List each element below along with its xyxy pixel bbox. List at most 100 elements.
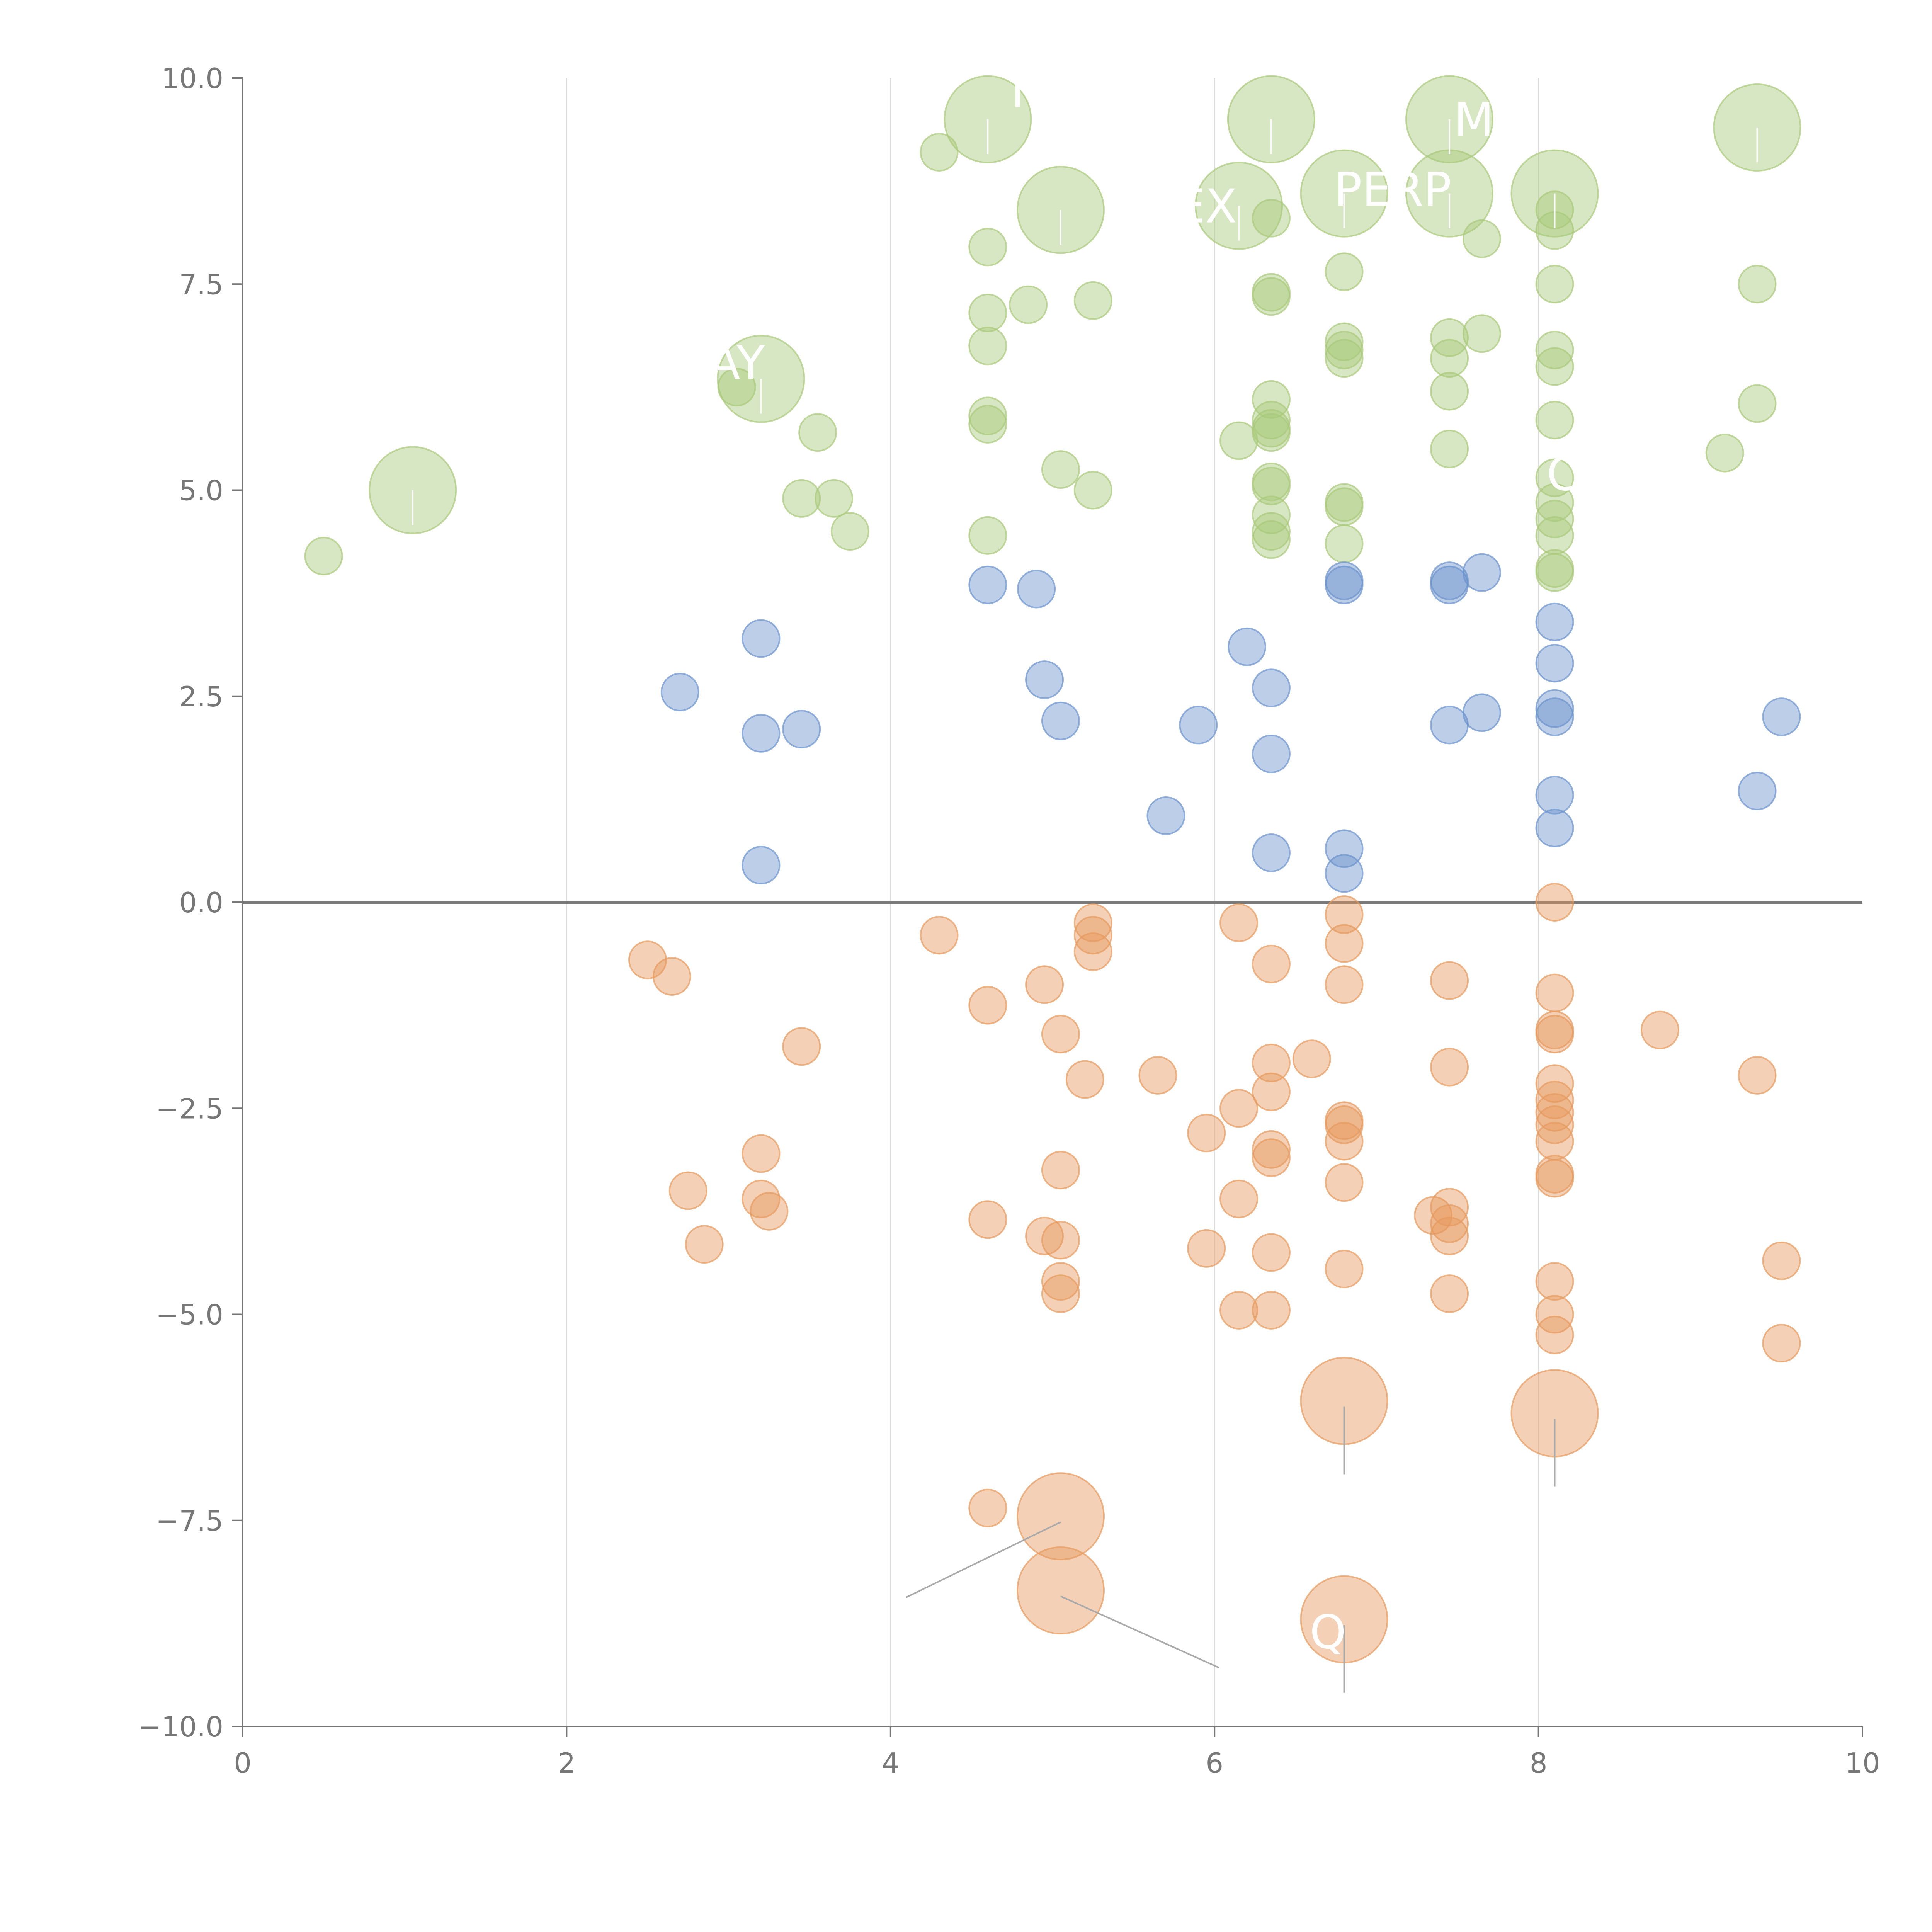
y-tick-label: 7.5 xyxy=(179,268,223,301)
data-point-high xyxy=(1325,322,1364,361)
data-point-high xyxy=(1535,516,1574,555)
x-tick-label: 8 xyxy=(1530,1747,1548,1779)
data-point-low xyxy=(1041,1274,1080,1313)
data-point-low xyxy=(1219,1089,1259,1128)
data-point-low xyxy=(1016,1472,1105,1561)
y-tick-label: −7.5 xyxy=(156,1505,223,1537)
data-point-mid xyxy=(1462,693,1501,732)
data-point-high xyxy=(1252,277,1291,316)
data-point-high xyxy=(1009,285,1048,324)
annotation-label: C xyxy=(1547,448,1579,502)
data-point-low xyxy=(1430,1188,1469,1227)
data-point-high xyxy=(1252,380,1291,419)
data-point-high xyxy=(831,512,869,551)
data-point-mid xyxy=(742,714,781,753)
data-point-low xyxy=(1430,1048,1469,1087)
data-point-high xyxy=(1252,401,1291,440)
data-point-high xyxy=(1041,450,1080,489)
data-point-low xyxy=(1073,903,1112,942)
y-tick-label: −2.5 xyxy=(156,1092,223,1125)
y-tick-label: 5.0 xyxy=(179,474,223,507)
data-point-low xyxy=(1292,1039,1331,1078)
data-point-low xyxy=(968,986,1007,1025)
data-point-high xyxy=(815,479,854,518)
data-point-high xyxy=(1073,471,1112,510)
x-tick-label: 4 xyxy=(882,1747,900,1779)
points-layer xyxy=(304,75,1801,1663)
data-point-low xyxy=(1535,1262,1574,1301)
data-point-low xyxy=(968,1488,1007,1527)
data-point-mid xyxy=(1252,833,1291,872)
data-point-high xyxy=(798,413,837,452)
data-point-high xyxy=(1325,252,1364,291)
data-point-low xyxy=(1138,1056,1177,1095)
data-point-mid xyxy=(1535,689,1574,728)
data-point-mid xyxy=(782,710,821,749)
axes-layer: 0 2 4 6 8 10 10.0 7.5 5.0 2.5 0.0 −2.5 −5.0 −7.5 −10.0 xyxy=(138,62,1880,1779)
data-point-mid xyxy=(1462,553,1501,592)
x-tick-label: 10 xyxy=(1845,1747,1880,1779)
data-point-low xyxy=(1252,1072,1291,1111)
data-point-low xyxy=(742,1179,781,1218)
data-point-low xyxy=(1325,965,1364,1004)
data-point-low xyxy=(1325,1250,1364,1289)
data-point-low xyxy=(782,1027,821,1066)
data-point-high xyxy=(1462,219,1501,258)
data-point-mid xyxy=(1535,644,1574,683)
data-point-low xyxy=(1535,1295,1574,1334)
annotation-label: EX xyxy=(1176,180,1237,233)
data-point-high xyxy=(1252,520,1291,559)
data-point-low xyxy=(1325,895,1364,934)
annotation-label: Q xyxy=(1310,1605,1346,1659)
data-point-low xyxy=(1187,1229,1226,1268)
data-point-low xyxy=(1025,965,1064,1004)
data-point-low xyxy=(1325,1105,1364,1144)
data-point-high xyxy=(968,327,1007,366)
data-point-high xyxy=(1535,401,1574,440)
data-point-mid xyxy=(1252,735,1291,774)
leaders-layer xyxy=(412,119,1758,1693)
data-point-low xyxy=(685,1225,724,1264)
data-point-high xyxy=(1535,483,1574,522)
data-point-high xyxy=(1430,339,1469,378)
data-point-low xyxy=(1535,1064,1574,1103)
y-tick-label: 2.5 xyxy=(179,680,223,713)
data-point-mid xyxy=(1025,660,1064,699)
data-point-high xyxy=(968,293,1007,332)
data-point-high xyxy=(968,405,1007,444)
data-point-mid xyxy=(1325,565,1364,604)
data-point-high xyxy=(1325,524,1364,563)
data-point-mid xyxy=(1738,772,1777,811)
data-point-high xyxy=(1252,199,1291,238)
data-point-low xyxy=(750,1192,789,1231)
data-point-low xyxy=(1187,1114,1226,1153)
data-point-mid xyxy=(1179,706,1218,745)
data-point-high xyxy=(968,228,1007,267)
data-point-mid xyxy=(1535,809,1574,848)
y-tick-label: 0.0 xyxy=(179,886,223,919)
y-tick-label: 10.0 xyxy=(162,62,223,95)
data-point-high xyxy=(1219,421,1259,460)
data-point-mid xyxy=(968,565,1007,604)
data-point-low xyxy=(628,940,667,980)
data-point-mid xyxy=(1430,706,1469,745)
annotation-label: PERP xyxy=(1334,163,1451,217)
data-point-high xyxy=(1325,487,1364,526)
data-point-high xyxy=(304,537,343,576)
data-point-high xyxy=(1738,384,1777,423)
data-point-high xyxy=(1535,553,1574,592)
data-point-high xyxy=(1535,347,1574,386)
data-point-low xyxy=(1430,1204,1469,1243)
data-point-low xyxy=(1535,1093,1574,1132)
data-point-low xyxy=(1325,1163,1364,1202)
data-point-low xyxy=(1073,932,1112,971)
data-point-mid xyxy=(1228,627,1267,666)
data-point-mid xyxy=(660,673,699,712)
data-point-low xyxy=(1041,1221,1080,1260)
data-point-low xyxy=(1535,1010,1574,1049)
data-point-mid xyxy=(1041,701,1080,740)
data-point-mid xyxy=(1535,697,1574,736)
data-point-low xyxy=(1738,1056,1777,1095)
